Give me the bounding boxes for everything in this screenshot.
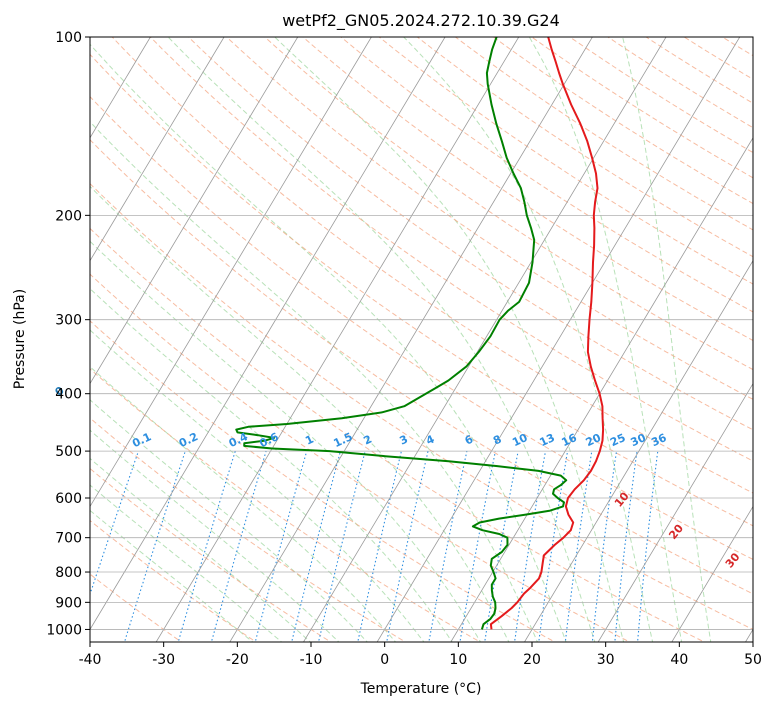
- chart-title: wetPf2_GN05.2024.272.10.39.G24: [282, 11, 560, 31]
- dry-adiabat-line: [90, 53, 753, 527]
- y-tick-label: 1000: [46, 622, 82, 638]
- mixing-ratio-line: [317, 450, 366, 642]
- isotherm-line: [90, 37, 225, 262]
- isotherm-line: [597, 382, 753, 642]
- x-tick-label: 10: [449, 652, 467, 668]
- x-tick-label: -30: [152, 652, 175, 668]
- isotherm-line: [671, 505, 753, 642]
- isobars: [90, 37, 753, 630]
- dry-adiabat-line: [90, 139, 753, 595]
- x-axis: -40 -30 -20 -10 0 10 20 30 40 50: [79, 642, 762, 668]
- moist-adiabat-line: [90, 121, 539, 642]
- isotherm-line: [90, 37, 372, 508]
- mixing-ratio-label: 36: [649, 431, 669, 449]
- x-tick-label: -10: [300, 652, 323, 668]
- isotherm-line: [90, 37, 299, 385]
- dry-adiabat-line: [90, 320, 556, 642]
- dry-adiabat-line: [90, 95, 753, 560]
- mixing-ratio-label: 25: [608, 431, 627, 449]
- isotherm-line: [229, 37, 593, 642]
- isotherm-line: [303, 37, 667, 642]
- y-tick-label: 700: [55, 531, 82, 547]
- dry-adiabat-line: [378, 37, 753, 285]
- mixing-ratio-label: 10: [510, 431, 530, 449]
- mixing-ratio-label: 20: [584, 431, 604, 449]
- mixing-ratio-lines: [90, 450, 659, 642]
- mixing-ratio-line: [386, 450, 429, 642]
- y-tick-label: 600: [55, 491, 82, 507]
- y-axis-label: Pressure (hPa): [12, 289, 28, 389]
- y-tick-label: 200: [55, 208, 82, 224]
- series-lines: [235, 37, 605, 630]
- y-tick-label: 800: [55, 565, 82, 581]
- x-tick-label: -20: [226, 652, 249, 668]
- mixing-ratio-line: [357, 450, 402, 642]
- moist-adiabat-line: [90, 457, 312, 642]
- dry-adiabat-line: [187, 37, 753, 431]
- dewpoint-line: [235, 37, 568, 630]
- x-tick-label: -40: [79, 652, 102, 668]
- x-tick-label: 20: [523, 652, 541, 668]
- isotherm-line: [376, 37, 741, 642]
- x-tick-label: 50: [744, 652, 762, 668]
- mixing-ratio-line: [177, 450, 236, 642]
- y-tick-label: 900: [55, 595, 82, 611]
- y-tick-label: 400: [55, 387, 82, 403]
- x-tick-label: 0: [380, 652, 389, 668]
- mixing-ratio-label: 30: [629, 431, 649, 449]
- dry-adiabat-line: [225, 37, 753, 400]
- temperature-line: [489, 37, 605, 630]
- x-tick-label: 30: [597, 652, 615, 668]
- plot-frame: [89, 36, 754, 643]
- mixing-ratio-line: [210, 450, 267, 642]
- y-tick-label: 500: [55, 444, 82, 460]
- y-tick-label: 100: [55, 30, 82, 46]
- isotherm-line: [524, 259, 753, 642]
- plot-area: [90, 37, 753, 642]
- mixing-ratio-line: [254, 450, 308, 642]
- isotherm-line: [155, 37, 520, 642]
- mixing-ratio-line: [291, 450, 341, 642]
- dry-adiabat-line: [90, 182, 753, 630]
- mixing-ratio-label: 13: [537, 431, 556, 449]
- y-tick-label: 300: [55, 313, 82, 329]
- mixing-ratio-label: 16: [560, 431, 580, 449]
- mixing-ratio-line: [90, 450, 139, 596]
- x-axis-label: Temperature (°C): [360, 681, 482, 697]
- y-axis: 100 200 300 400 500 600 700 800 900 1000: [46, 30, 90, 638]
- dry-adiabat-line: [149, 37, 753, 462]
- mixing-ratio-line: [428, 450, 468, 642]
- isotherm-line: [90, 37, 446, 631]
- x-tick-label: 40: [670, 652, 688, 668]
- isotherms: [90, 37, 753, 642]
